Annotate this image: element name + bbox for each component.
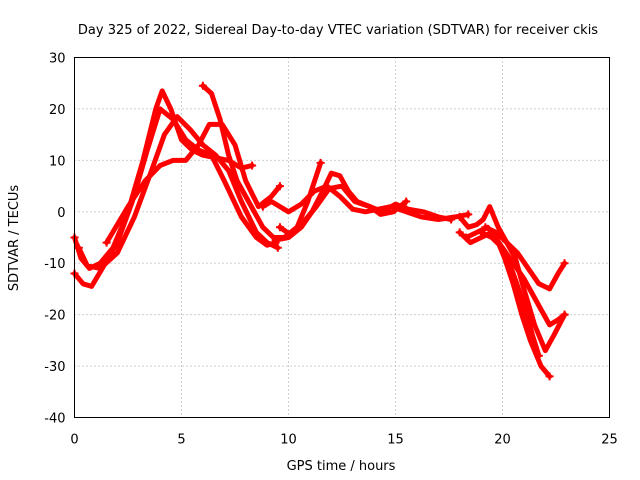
series-endpoint-marker [402,197,411,206]
series-sat-m [478,229,568,328]
series-endpoint-marker [275,223,284,232]
series-endpoint-marker [102,238,111,247]
chart-title: Day 325 of 2022, Sidereal Day-to-day VTE… [78,23,598,38]
x-tick-label: 25 [601,433,618,448]
tick-labels: 0 5 10 15 20 25 -40 -30 -20 -10 0 10 20 30 [44,52,618,448]
y-tick-label: -20 [44,309,65,324]
x-axis-label: GPS time / hours [287,459,396,474]
y-tick-label: 30 [49,52,66,67]
series-endpoint-marker [248,161,257,170]
series-endpoint-marker [477,228,486,237]
series-endpoint-marker [198,81,207,90]
y-tick-label: 20 [49,103,66,118]
y-tick-label: -10 [44,257,65,272]
series-endpoint-marker [74,243,83,252]
series-endpoint-marker [258,202,267,211]
series-endpoint-marker [545,372,554,381]
series-sat-h [273,170,409,243]
y-tick-label: 0 [57,206,65,221]
series-endpoint-marker [560,310,569,319]
series-endpoint-marker [455,228,464,237]
series-endpoint-marker [481,223,490,232]
y-tick-label: -40 [44,412,65,427]
series-sat-f [260,183,471,222]
series-endpoint-marker [464,210,473,219]
x-tick-label: 20 [494,433,511,448]
x-tick-label: 5 [177,433,185,448]
y-tick-label: -30 [44,360,65,375]
series-sat-l [482,224,568,292]
series-sat-c [76,114,281,271]
x-tick-label: 15 [387,433,404,448]
plot-frame [74,57,610,418]
series-sat-d [104,121,283,246]
series-endpoint-marker [273,243,282,252]
series-sat-e [200,83,324,240]
series-endpoint-marker [271,236,280,245]
x-tick-label: 0 [70,433,78,448]
x-tick-label: 10 [280,433,297,448]
series-endpoint-marker [275,182,284,191]
y-tick-label: 10 [49,154,66,169]
series-endpoint-marker [534,351,543,360]
series-group [70,81,569,381]
series-endpoint-marker [455,212,464,221]
series-endpoint-marker [447,215,456,224]
y-axis-label: SDTVAR / TECUs [7,185,22,292]
series-endpoint-marker [316,158,325,167]
series-endpoint-marker [560,259,569,268]
